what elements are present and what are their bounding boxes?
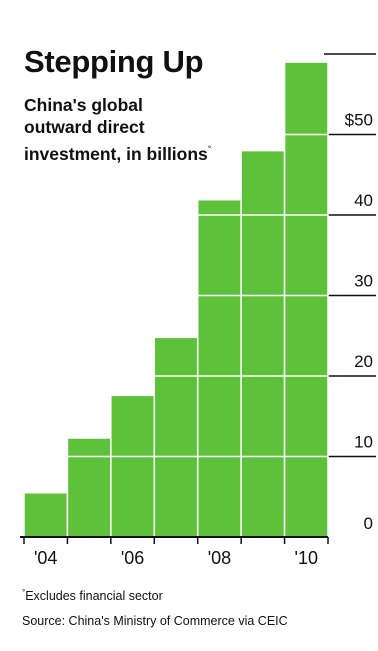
y-tick-label: 0 bbox=[364, 514, 373, 533]
subtitle-text: China's global outward direct investment… bbox=[24, 95, 208, 164]
x-tick-label: '04 bbox=[34, 548, 57, 568]
y-tick-label: $50 bbox=[345, 111, 373, 130]
y-axis-labels: 0 10 20 30 40 $50 bbox=[345, 111, 373, 534]
y-tick-label: 10 bbox=[354, 433, 373, 452]
bar-2004 bbox=[23, 491, 69, 538]
x-axis-labels: '04 '06 '08 '10 bbox=[34, 548, 318, 568]
x-tick-label: '06 bbox=[121, 548, 144, 568]
y-tick-label: 20 bbox=[354, 352, 373, 371]
bar-2007 bbox=[153, 336, 199, 538]
y-tick-label: 30 bbox=[354, 272, 373, 291]
footnote-text: Excludes financial sector bbox=[25, 589, 163, 603]
gridlines bbox=[24, 133, 328, 458]
bar-2008 bbox=[196, 198, 242, 538]
bar-2006 bbox=[110, 394, 156, 538]
subtitle-footnote-marker: ° bbox=[207, 144, 212, 154]
x-tick-label: '10 bbox=[295, 548, 318, 568]
x-tick-label: '08 bbox=[208, 548, 231, 568]
chart-title: Stepping Up bbox=[24, 44, 204, 79]
chart-source: Source: China's Ministry of Commerce via… bbox=[22, 614, 288, 628]
footnote-marker: ° bbox=[22, 588, 26, 597]
y-tick-label: 40 bbox=[354, 191, 373, 210]
x-axis-ticks bbox=[23, 537, 329, 544]
bar-2009 bbox=[240, 149, 286, 538]
bar-2005 bbox=[66, 437, 112, 538]
chart-subtitle: China's global outward direct investment… bbox=[24, 94, 214, 165]
chart-footnote: °Excludes financial sector bbox=[22, 588, 163, 603]
right-axis-tick-lines bbox=[324, 53, 376, 458]
bar-2010 bbox=[283, 61, 329, 538]
